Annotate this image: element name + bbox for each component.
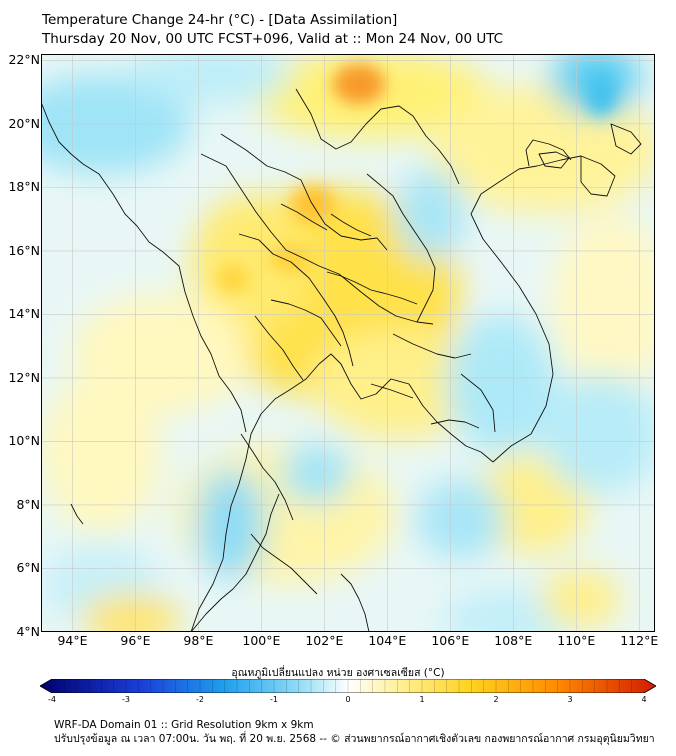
colorbar-tick-label: -4 <box>48 695 56 704</box>
latitude-label: 12°N <box>8 369 40 385</box>
footer-model-info: WRF-DA Domain 01 :: Grid Resolution 9km … <box>54 719 314 731</box>
latitude-label: 14°N <box>8 306 40 322</box>
longitude-label: 112°E <box>620 633 659 648</box>
colorbar-tick-label: -3 <box>122 695 130 704</box>
latitude-label: 16°N <box>8 242 40 258</box>
chart-title: Temperature Change 24-hr (°C) - [Data As… <box>42 12 398 28</box>
colorbar-title: อุณหภูมิเปลี่ยนแปลง หน่วย องศาเซลเซียส (… <box>231 667 445 679</box>
longitude-label: 102°E <box>305 633 344 648</box>
colorbar-tick-label: 1 <box>419 695 425 704</box>
latitude-label: 8°N <box>16 496 40 512</box>
colorbar-tick-label: -1 <box>270 695 278 704</box>
latitude-label: 6°N <box>16 560 40 576</box>
colorbar-tick-label: 0 <box>345 695 351 704</box>
coastlines-borders <box>41 88 642 632</box>
latitude-label: 22°N <box>8 52 40 68</box>
colorbar-tick-label: 3 <box>567 695 573 704</box>
temperature-field <box>41 54 655 632</box>
colorbar-tick-label: 4 <box>641 695 647 704</box>
longitude-label: 100°E <box>242 633 281 648</box>
longitude-label: 94°E <box>57 633 88 648</box>
longitude-label: 96°E <box>120 633 151 648</box>
longitude-label: 108°E <box>494 633 533 648</box>
longitude-label: 106°E <box>431 633 470 648</box>
temperature-map[interactable] <box>41 54 655 632</box>
latitude-label: 18°N <box>8 179 40 195</box>
colorbar-tick-label: -2 <box>196 695 204 704</box>
colorbar <box>39 678 657 697</box>
longitude-label: 110°E <box>557 633 596 648</box>
latitude-label: 4°N <box>16 624 40 639</box>
longitude-label: 104°E <box>368 633 407 648</box>
hotspots <box>217 64 617 293</box>
latitude-label: 20°N <box>8 115 40 131</box>
latitude-label: 10°N <box>8 433 40 449</box>
colorbar-tick-label: 2 <box>493 695 499 704</box>
longitude-label: 98°E <box>183 633 214 648</box>
graticule <box>41 54 655 632</box>
chart-subtitle: Thursday 20 Nov, 00 UTC FCST+096, Valid … <box>42 31 504 47</box>
footer-credit: ปรับปรุงข้อมูล ณ เวลา 07:00น. วัน พฤ. ที… <box>54 733 655 745</box>
